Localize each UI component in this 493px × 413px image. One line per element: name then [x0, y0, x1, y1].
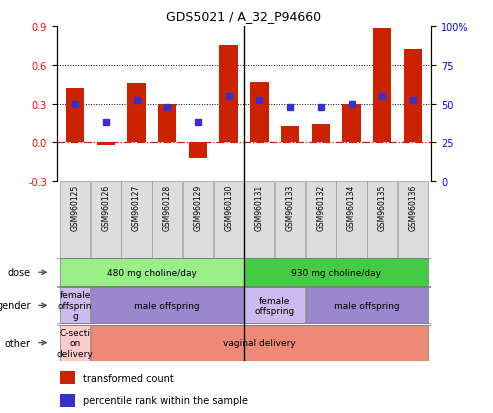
Text: GSM960130: GSM960130 [224, 184, 233, 230]
Text: gender: gender [0, 301, 31, 311]
Bar [312, 125, 330, 143]
Text: GSM960133: GSM960133 [285, 184, 295, 230]
Bar [91, 182, 121, 258]
Bar [97, 143, 115, 145]
Bar [183, 182, 213, 258]
Bar [60, 288, 90, 323]
Text: GSM960134: GSM960134 [347, 184, 356, 230]
Text: female
offsprin
g: female offsprin g [58, 291, 92, 320]
Text: male offspring: male offspring [135, 301, 200, 310]
Text: GSM960127: GSM960127 [132, 184, 141, 230]
Text: GSM960126: GSM960126 [102, 184, 110, 230]
Text: GSM960132: GSM960132 [317, 184, 325, 230]
Text: GDS5021 / A_32_P94660: GDS5021 / A_32_P94660 [167, 10, 321, 23]
Bar [281, 126, 299, 143]
Bar [61, 394, 75, 407]
Bar [342, 104, 361, 143]
Text: GSM960125: GSM960125 [70, 184, 80, 230]
Bar [245, 182, 275, 258]
Bar [66, 89, 84, 143]
Text: vaginal delivery: vaginal delivery [223, 338, 296, 347]
Bar [245, 259, 428, 287]
Bar [306, 288, 428, 323]
Text: transformed count: transformed count [83, 373, 174, 382]
Bar [189, 143, 207, 159]
Text: GSM960131: GSM960131 [255, 184, 264, 230]
Bar [213, 182, 244, 258]
Text: GSM960129: GSM960129 [193, 184, 203, 230]
Bar [404, 50, 422, 143]
Bar [250, 82, 269, 143]
Bar [60, 182, 90, 258]
Bar [61, 371, 75, 384]
Text: C-secti
on
delivery: C-secti on delivery [57, 328, 94, 358]
Text: other: other [5, 338, 31, 348]
Text: GSM960136: GSM960136 [408, 184, 418, 230]
Bar [121, 182, 151, 258]
Text: GSM960135: GSM960135 [378, 184, 387, 230]
Bar [91, 288, 244, 323]
Bar [337, 182, 367, 258]
Bar [158, 104, 176, 143]
Bar [275, 182, 305, 258]
Text: male offspring: male offspring [334, 301, 400, 310]
Bar [373, 29, 391, 143]
Bar [306, 182, 336, 258]
Text: 480 mg choline/day: 480 mg choline/day [107, 268, 197, 277]
Bar [60, 325, 90, 361]
Bar [127, 83, 146, 143]
Text: GSM960128: GSM960128 [163, 184, 172, 230]
Text: female
offspring: female offspring [254, 296, 295, 315]
Bar [60, 259, 244, 287]
Text: percentile rank within the sample: percentile rank within the sample [83, 395, 248, 405]
Text: 930 mg choline/day: 930 mg choline/day [291, 268, 381, 277]
Text: dose: dose [8, 268, 31, 278]
Bar [152, 182, 182, 258]
Bar [398, 182, 428, 258]
Bar [219, 46, 238, 143]
Bar [245, 288, 305, 323]
Bar [367, 182, 397, 258]
